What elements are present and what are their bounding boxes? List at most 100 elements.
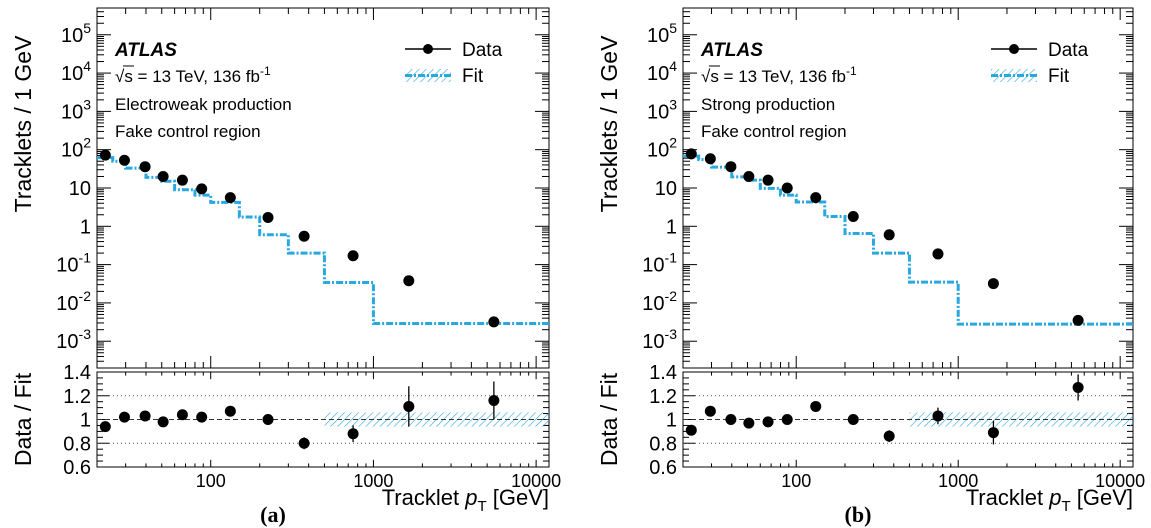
ratio-point <box>99 421 111 433</box>
x-axis-label: Tracklet pT [GeV] <box>382 485 549 515</box>
y-tick-label: 10-3 <box>56 326 91 353</box>
legend-fit-label: Fit <box>1048 66 1070 87</box>
y-ticks <box>97 7 549 369</box>
ratio-point <box>847 414 859 425</box>
ratio-tick-label: 0.6 <box>649 457 677 479</box>
y-tick-label: 105 <box>647 20 677 47</box>
y-tick-mantissa: 10 <box>61 140 83 162</box>
legend-data-label: Data <box>1048 40 1089 61</box>
y-tick-label: 104 <box>647 58 677 85</box>
data-point <box>685 148 697 160</box>
y-tick-label: 10 <box>655 178 677 200</box>
ratio-point <box>987 427 999 439</box>
y-tick-exponent: 5 <box>669 20 677 36</box>
lumi-label: √s = 13 TeV, 136 fb-1 <box>115 64 271 86</box>
y-tick-mantissa: 10 <box>647 140 669 162</box>
ratio-point <box>298 437 310 449</box>
data-point <box>725 161 737 173</box>
legend-data-label: Data <box>462 40 503 61</box>
lumi-exponent: -1 <box>846 64 857 78</box>
data-point <box>1072 314 1084 326</box>
ratio-point <box>403 400 415 412</box>
ratio-tick-label: 0.6 <box>63 457 91 479</box>
ratio-axis-label: Data / Fit <box>10 372 36 466</box>
panel-b: 100 1000 1000010-310-210-11101021031041050… <box>596 7 1145 527</box>
y-ticks <box>683 7 1133 369</box>
x-axis-label-sub: T <box>477 498 486 515</box>
data-point <box>347 250 359 262</box>
ratio-point <box>704 405 716 417</box>
ratio-tick-label: 1 <box>80 410 91 432</box>
ratio-tick-label: 1.2 <box>63 386 91 408</box>
data-point <box>987 278 999 290</box>
x-axis-label-prefix: Tracklet <box>382 485 466 510</box>
x-tick-label: 1000 <box>938 471 978 491</box>
data-point <box>176 174 188 186</box>
annotation-line: Strong production <box>701 95 835 114</box>
ratio-point <box>725 414 737 425</box>
data-point <box>298 230 310 242</box>
ratio-tick-label: 0.8 <box>63 433 91 455</box>
ratio-point <box>932 410 944 422</box>
data-point <box>196 183 208 195</box>
data-point <box>118 154 130 166</box>
ratio-point <box>883 430 895 442</box>
y-tick-label: 10-1 <box>642 250 677 277</box>
y-tick-mantissa: 10 <box>56 331 78 353</box>
y-tick-mantissa: 10 <box>655 178 677 200</box>
data-point <box>224 192 236 204</box>
y-tick-exponent: 2 <box>83 135 91 151</box>
ratio-point <box>347 428 359 440</box>
y-tick-exponent: 2 <box>669 135 677 151</box>
data-point <box>139 161 151 173</box>
annotation-line: Fake control region <box>115 122 261 141</box>
x-axis-label-unit: [GeV] <box>1071 485 1133 510</box>
y-tick-mantissa: 10 <box>61 63 83 85</box>
ratio-point <box>810 400 822 412</box>
data-point <box>932 248 944 260</box>
legend-data-marker <box>1009 44 1019 54</box>
y-tick-label: 10-3 <box>642 326 677 353</box>
ratio-point <box>488 395 500 406</box>
y-tick-label: 10-1 <box>56 250 91 277</box>
ratio-point <box>118 411 130 423</box>
y-tick-exponent: -2 <box>79 288 92 304</box>
main-frame <box>96 7 550 369</box>
ratio-point <box>743 417 755 429</box>
x-tick-label: 100 <box>196 471 226 491</box>
y-axis-label: Tracklets / 1 GeV <box>596 35 622 212</box>
y-tick-mantissa: 10 <box>647 25 669 47</box>
lumi-text: √s = 13 TeV, 136 fb <box>115 67 260 86</box>
panel-a: 100 1000 1000010-310-210-11101021031041050… <box>10 7 561 527</box>
data-point <box>704 153 716 165</box>
x-axis-label-var: p <box>464 485 477 510</box>
ratio-point <box>157 416 169 428</box>
y-tick-exponent: -3 <box>79 326 92 342</box>
y-tick-label: 10 <box>69 178 91 200</box>
data-point <box>488 316 500 328</box>
experiment-label: ATLAS <box>114 40 177 61</box>
ratio-point <box>224 405 236 417</box>
y-tick-mantissa: 10 <box>61 25 83 47</box>
y-tick-mantissa: 10 <box>647 101 669 123</box>
ratio-tick-label: 1.4 <box>649 362 677 384</box>
x-tick-label: 1000 <box>353 471 393 491</box>
ratio-point <box>1072 381 1084 393</box>
ratio-point <box>781 414 793 425</box>
lumi-label: √s = 13 TeV, 136 fb-1 <box>701 64 857 86</box>
y-tick-label: 105 <box>61 20 91 47</box>
y-tick-label: 10-2 <box>56 288 91 315</box>
y-tick-exponent: 3 <box>669 96 677 112</box>
y-tick-exponent: -1 <box>665 250 678 266</box>
data-point <box>99 149 111 161</box>
y-tick-label: 10-2 <box>642 288 677 315</box>
y-tick-label: 103 <box>647 96 677 123</box>
y-tick-exponent: 4 <box>669 58 677 74</box>
x-axis-label: Tracklet pT [GeV] <box>966 485 1133 515</box>
x-tick-label: 10000 <box>1095 471 1145 491</box>
annotation-line: Fake control region <box>701 122 847 141</box>
y-tick-mantissa: 10 <box>642 331 664 353</box>
ratio-point <box>176 409 188 421</box>
ratio-tick-label: 1.4 <box>63 362 91 384</box>
data-point <box>781 182 793 194</box>
